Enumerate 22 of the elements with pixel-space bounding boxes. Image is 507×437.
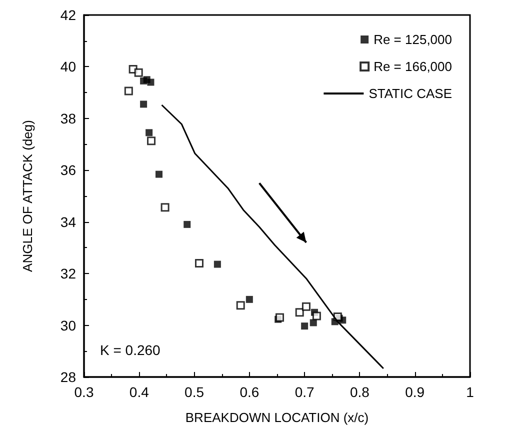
y-tick-label: 28 [60,369,76,385]
y-tick-label: 34 [60,214,76,230]
y-tick-label: 40 [60,58,76,75]
x-tick-label: 0.4 [129,384,150,400]
x-tick-label: 0.9 [405,384,425,400]
x-tick-label: 0.5 [184,384,204,400]
x-tick-label: 1 [466,384,474,400]
y-tick-label: 36 [60,162,76,178]
x-tick-label: 0.7 [294,384,315,400]
legend-label: Re = 166,000 [374,59,452,74]
y-tick-label: 32 [60,266,76,282]
y-tick-label: 30 [60,317,76,334]
annotation: K = 0.260 [100,342,161,358]
x-axis-title: BREAKDOWN LOCATION (x/c) [185,410,369,425]
x-tick-label: 0.6 [240,384,260,400]
y-tick-label: 42 [60,7,76,23]
legend-label: STATIC CASE [368,86,452,101]
x-tick-label: 0.8 [350,384,370,400]
legend-label: Re = 125,000 [374,32,452,47]
y-axis-title: ANGLE OF ATTACK (deg) [20,120,35,272]
x-tick-label: 0.3 [74,384,94,400]
y-tick-label: 38 [60,110,76,126]
